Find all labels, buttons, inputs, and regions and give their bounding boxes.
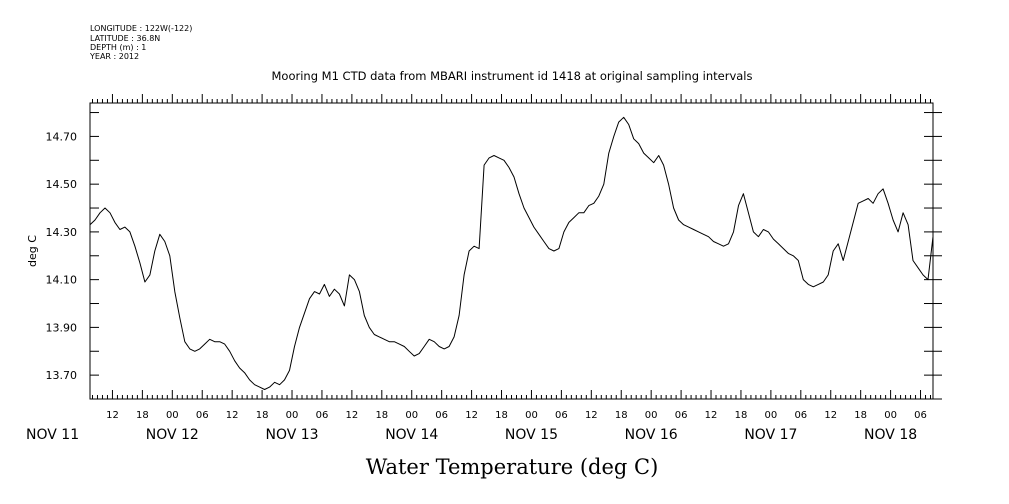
x-hour-label: 18: [136, 410, 149, 421]
y-tick-label: 14.50: [46, 178, 78, 191]
x-hour-label: 06: [316, 410, 329, 421]
chart-title: Mooring M1 CTD data from MBARI instrumen…: [272, 69, 753, 83]
x-hour-label: 18: [256, 410, 269, 421]
x-hour-label: 06: [555, 410, 568, 421]
x-day-label: NOV 15: [505, 427, 558, 443]
y-axis-label: deg C: [26, 235, 39, 267]
x-axis-label: Water Temperature (deg C): [366, 455, 659, 479]
x-hour-label: 12: [226, 410, 239, 421]
x-hour-label: 12: [705, 410, 718, 421]
x-axis: 12 18 00 06 12 18 00 06 12 18 00 06 12 18 00 06 12 18 00 06…: [26, 94, 932, 443]
x-hour-label: 18: [735, 410, 748, 421]
x-day-label: NOV 13: [265, 427, 318, 443]
x-day-label: NOV 18: [864, 427, 917, 443]
x-day-label: NOV 17: [744, 427, 797, 443]
x-hour-label: 06: [196, 410, 209, 421]
x-hour-label: 18: [495, 410, 508, 421]
x-hour-label: 00: [525, 410, 538, 421]
x-day-label: NOV 11: [26, 427, 79, 443]
meta-depth: DEPTH (m) : 1: [90, 43, 146, 52]
x-hour-label: 18: [615, 410, 628, 421]
y-tick-label: 13.90: [46, 321, 78, 334]
y-tick-label: 14.30: [46, 226, 78, 239]
x-hour-label: 12: [824, 410, 837, 421]
y-tick-label: 14.70: [46, 130, 78, 143]
x-hour-label: 18: [375, 410, 388, 421]
meta-year: YEAR : 2012: [89, 52, 139, 61]
x-hour-label: 12: [585, 410, 598, 421]
plot-frame: [89, 102, 934, 400]
x-hour-label: 00: [765, 410, 778, 421]
x-hour-label: 12: [106, 410, 119, 421]
y-tick-label: 14.10: [46, 274, 78, 287]
x-hour-label: 12: [465, 410, 478, 421]
meta-latitude: LATITUDE : 36.8N: [90, 34, 160, 43]
x-hour-label: 00: [286, 410, 299, 421]
x-hour-label: 00: [645, 410, 658, 421]
x-day-label: NOV 12: [146, 427, 199, 443]
series-layer: [89, 116, 934, 390]
meta-longitude: LONGITUDE : 122W(-122): [90, 24, 192, 33]
x-hour-label: 00: [166, 410, 179, 421]
series-line-water-temperature: [89, 116, 934, 390]
x-hour-label: 00: [405, 410, 418, 421]
metadata-block: LONGITUDE : 122W(-122) LATITUDE : 36.8N …: [89, 24, 192, 61]
x-hour-label: 06: [794, 410, 807, 421]
x-hour-label: 06: [675, 410, 688, 421]
x-hour-label: 12: [346, 410, 359, 421]
y-tick-label: 13.70: [46, 369, 78, 382]
x-hour-label: 06: [435, 410, 448, 421]
x-day-label: NOV 14: [385, 427, 438, 443]
y-axis: 13.70 13.90 14.10 14.30 14.50 14.70: [46, 112, 942, 400]
x-day-label: NOV 16: [625, 427, 678, 443]
x-hour-label: 00: [884, 410, 897, 421]
x-hour-label: 18: [854, 410, 867, 421]
x-hour-label: 06: [914, 410, 927, 421]
